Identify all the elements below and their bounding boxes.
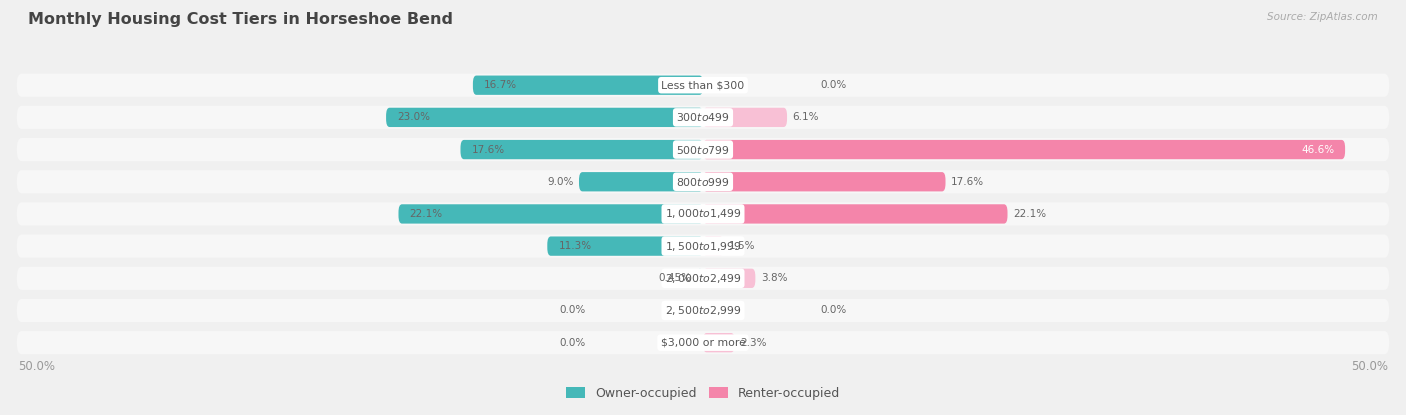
FancyBboxPatch shape (703, 333, 735, 352)
Text: 0.0%: 0.0% (820, 305, 846, 315)
FancyBboxPatch shape (17, 234, 1389, 258)
Text: 6.1%: 6.1% (793, 112, 820, 122)
FancyBboxPatch shape (17, 331, 1389, 354)
FancyBboxPatch shape (17, 267, 1389, 290)
Text: 9.0%: 9.0% (547, 177, 574, 187)
FancyBboxPatch shape (17, 299, 1389, 322)
Text: $1,500 to $1,999: $1,500 to $1,999 (665, 239, 741, 253)
FancyBboxPatch shape (703, 108, 787, 127)
Text: 50.0%: 50.0% (18, 360, 55, 374)
Text: $1,000 to $1,499: $1,000 to $1,499 (665, 208, 741, 220)
FancyBboxPatch shape (17, 138, 1389, 161)
FancyBboxPatch shape (547, 237, 703, 256)
Text: 11.3%: 11.3% (558, 241, 592, 251)
FancyBboxPatch shape (398, 204, 703, 224)
Text: 50.0%: 50.0% (1351, 360, 1388, 374)
Text: 0.0%: 0.0% (560, 305, 586, 315)
Text: 2.3%: 2.3% (740, 338, 766, 348)
FancyBboxPatch shape (472, 76, 703, 95)
Text: Monthly Housing Cost Tiers in Horseshoe Bend: Monthly Housing Cost Tiers in Horseshoe … (28, 12, 453, 27)
Text: 0.0%: 0.0% (560, 338, 586, 348)
FancyBboxPatch shape (703, 237, 724, 256)
FancyBboxPatch shape (703, 172, 945, 191)
Text: 46.6%: 46.6% (1301, 144, 1334, 154)
FancyBboxPatch shape (579, 172, 703, 191)
Legend: Owner-occupied, Renter-occupied: Owner-occupied, Renter-occupied (567, 387, 839, 400)
Text: 22.1%: 22.1% (1012, 209, 1046, 219)
Text: $800 to $999: $800 to $999 (676, 176, 730, 188)
Text: $300 to $499: $300 to $499 (676, 111, 730, 123)
Text: 23.0%: 23.0% (396, 112, 430, 122)
Text: 1.5%: 1.5% (730, 241, 755, 251)
FancyBboxPatch shape (17, 73, 1389, 97)
FancyBboxPatch shape (703, 269, 755, 288)
Text: 22.1%: 22.1% (409, 209, 443, 219)
Text: Less than $300: Less than $300 (661, 80, 745, 90)
Text: 0.0%: 0.0% (820, 80, 846, 90)
FancyBboxPatch shape (17, 203, 1389, 225)
Text: 16.7%: 16.7% (484, 80, 517, 90)
FancyBboxPatch shape (17, 106, 1389, 129)
Text: 0.45%: 0.45% (658, 273, 692, 283)
FancyBboxPatch shape (703, 204, 1008, 224)
Text: $3,000 or more: $3,000 or more (661, 338, 745, 348)
Text: 17.6%: 17.6% (471, 144, 505, 154)
FancyBboxPatch shape (703, 140, 1346, 159)
Text: $2,500 to $2,999: $2,500 to $2,999 (665, 304, 741, 317)
Text: Source: ZipAtlas.com: Source: ZipAtlas.com (1267, 12, 1378, 22)
Text: $500 to $799: $500 to $799 (676, 144, 730, 156)
FancyBboxPatch shape (17, 170, 1389, 193)
FancyBboxPatch shape (697, 269, 703, 288)
Text: $2,000 to $2,499: $2,000 to $2,499 (665, 272, 741, 285)
Text: 17.6%: 17.6% (950, 177, 984, 187)
FancyBboxPatch shape (387, 108, 703, 127)
Text: 3.8%: 3.8% (761, 273, 787, 283)
FancyBboxPatch shape (461, 140, 703, 159)
